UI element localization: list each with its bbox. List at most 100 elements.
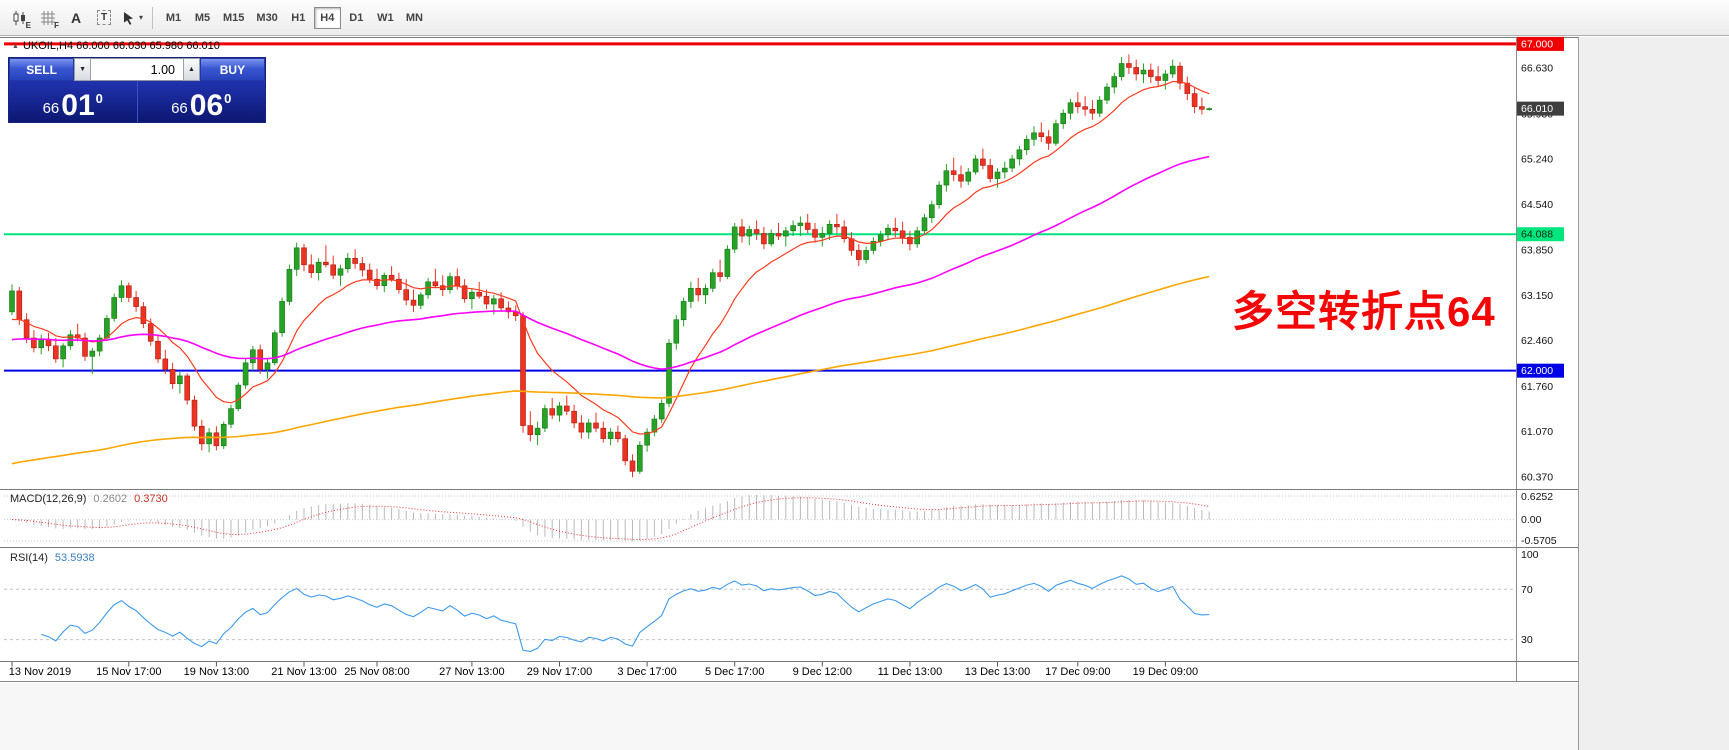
chart-symbol-label: UKOIL,H4 66.000 66.030 65.980 66.010	[22, 40, 220, 52]
time-axis-label: 11 Dec 13:00	[878, 666, 943, 678]
rsi-axis-label: 30	[1521, 634, 1533, 646]
rsi-indicator-header: RSI(14) 53.5938	[10, 552, 95, 564]
icon-badge: F	[54, 20, 59, 30]
timeframe-m30-button[interactable]: M30	[256, 11, 278, 24]
trade-panel-controls: SELL ▼ ▲ BUY	[9, 58, 265, 81]
macd-signal-value: 0.3730	[134, 493, 168, 505]
price-axis-label: 61.070	[1521, 426, 1553, 438]
timeframe-d1-button[interactable]: D1	[349, 11, 364, 24]
hline-price-label-text: 62.000	[1521, 365, 1553, 377]
horizontal-line-objects[interactable]	[4, 42, 1516, 372]
time-axis-label: 29 Nov 17:00	[527, 666, 592, 678]
rsi-label: RSI(14)	[10, 552, 48, 564]
candlestick-chart-button[interactable]: E	[7, 5, 33, 31]
label-tool-button[interactable]: T	[91, 5, 117, 31]
sell-price-point: 0	[95, 91, 103, 106]
sell-price-display[interactable]: 66 01 0	[9, 81, 137, 122]
timeframe-m15-button[interactable]: M15	[223, 11, 245, 24]
current-price-label-text: 66.010	[1521, 103, 1553, 115]
price-axis[interactable]: 66.63065.93065.24064.54063.85063.15062.4…	[1517, 36, 1564, 484]
time-axis-label: 19 Nov 13:00	[184, 666, 249, 678]
sell-price-whole: 66	[42, 100, 60, 117]
timeframe-w1-button[interactable]: W1	[377, 11, 394, 24]
price-axis-label: 61.760	[1521, 381, 1553, 393]
hline-price-label-text: 67.000	[1521, 38, 1553, 50]
price-divider	[136, 81, 138, 122]
hline-price-label-box	[1517, 363, 1564, 378]
rsi-value: 53.5938	[54, 552, 95, 564]
macd-signal-line	[11, 497, 1210, 541]
macd-axis-label: -0.5705	[1521, 535, 1557, 547]
mid-ma-line	[11, 155, 1210, 371]
time-axis-label: 25 Nov 08:00	[344, 666, 409, 678]
time-axis[interactable]: 13 Nov 2019 15 Nov 17:00 19 Nov 13:00 21 No…	[9, 662, 1198, 678]
timeframe-m1-button[interactable]: M1	[165, 11, 182, 24]
chart-window-background	[0, 36, 1729, 750]
timeframe-toolbar: M1 M5 M15 M30 H1 H4 D1 W1 MN	[159, 6, 429, 29]
buy-price-whole: 66	[171, 100, 188, 117]
moving-averages-layer	[11, 80, 1210, 465]
rsi-panel: 100 70 30	[4, 549, 1539, 652]
timeframe-h1-button[interactable]: H1	[291, 11, 306, 24]
time-axis-label: 19 Dec 09:00	[1133, 666, 1198, 678]
price-axis-label: 64.540	[1521, 199, 1553, 211]
trade-panel-prices: 66 01 0 66 06 0	[9, 81, 265, 122]
time-axis-label: 13 Dec 13:00	[965, 666, 1030, 678]
time-axis-label: 17 Dec 09:00	[1045, 666, 1110, 678]
hline-price-label-box	[1517, 227, 1564, 242]
price-axis-label: 66.630	[1521, 63, 1553, 75]
macd-axis-label: 0.6252	[1521, 491, 1553, 503]
price-axis-label: 63.850	[1521, 244, 1553, 256]
candles-layer	[9, 54, 1212, 478]
cursor-tool-icon	[123, 11, 133, 25]
volume-increase-button[interactable]: ▲	[183, 58, 200, 81]
price-axis-label: 62.460	[1521, 335, 1553, 347]
label-tool-icon: T	[96, 10, 112, 25]
timeframe-m5-button[interactable]: M5	[194, 11, 211, 24]
sell-button[interactable]: SELL	[9, 58, 75, 81]
cursor-tool-button[interactable]: ▾	[119, 5, 145, 31]
buy-price-pips: 06	[189, 89, 224, 122]
current-price-label-box	[1517, 101, 1564, 116]
rsi-axis-label: 100	[1521, 549, 1539, 561]
time-axis-label: 27 Nov 13:00	[439, 666, 504, 678]
window-footer-area	[0, 683, 1578, 750]
macd-main-value: 0.2602	[93, 493, 128, 505]
grid-icon	[41, 10, 55, 25]
volume-input[interactable]	[91, 58, 183, 81]
buy-button[interactable]: BUY	[199, 58, 265, 81]
chart-ohlc-header: ▲ UKOIL,H4 66.000 66.030 65.980 66.010	[12, 40, 220, 52]
text-tool-button[interactable]: A	[63, 5, 89, 31]
macd-label: MACD(12,26,9)	[10, 493, 87, 505]
hline-price-label-box	[1517, 36, 1564, 51]
rsi-axis-label: 70	[1521, 584, 1533, 596]
workspace-background	[1578, 37, 1729, 750]
price-axis-label: 60.370	[1521, 472, 1553, 484]
candlestick-chart-icon	[13, 10, 25, 25]
toolbar-separator	[152, 6, 153, 29]
macd-indicator-header: MACD(12,26,9) 0.2602 0.3730	[10, 493, 168, 505]
buy-price-display[interactable]: 66 06 0	[138, 81, 266, 122]
chart-symbol-icon: ▲	[12, 42, 19, 50]
fast-ma-line	[12, 80, 1210, 435]
chart-annotation-text: 多空转折点64	[1232, 288, 1496, 335]
slow-ma-line	[11, 275, 1210, 465]
caret-down-icon: ▼	[79, 66, 87, 73]
hline-price-label-text: 64.088	[1521, 229, 1553, 241]
timeframe-h4-button[interactable]: H4	[313, 6, 341, 29]
time-axis-label: 15 Nov 17:00	[96, 666, 161, 678]
toolbar-icon-group: E F A T ▾	[6, 5, 146, 31]
price-axis-label: 65.240	[1521, 153, 1553, 165]
volume-decrease-button[interactable]: ▼	[74, 58, 91, 81]
icon-badge: E	[25, 20, 31, 30]
toolbar: E F A T ▾ M1 M5 M15 M30 H1 H4 D1 W1 MN	[0, 0, 1729, 36]
text-tool-icon: A	[70, 9, 82, 26]
timeframe-mn-button[interactable]: MN	[405, 11, 423, 24]
buy-price-point: 0	[224, 91, 232, 106]
grid-button[interactable]: F	[35, 5, 61, 31]
time-axis-label: 13 Nov 2019	[9, 666, 71, 678]
caret-up-icon: ▲	[187, 66, 195, 73]
